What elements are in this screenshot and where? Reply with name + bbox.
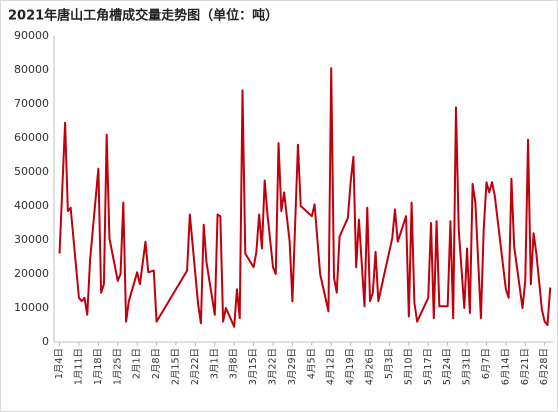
y-tick-label: 40000 (14, 199, 49, 212)
y-tick-label: 90000 (14, 29, 49, 42)
x-tick-label: 4月19日 (345, 348, 356, 385)
x-tick-label: 1月25日 (112, 348, 123, 385)
x-tick-label: 5月10日 (403, 348, 414, 385)
x-tick-label: 5月24日 (442, 348, 453, 385)
x-tick-label: 6月21日 (520, 348, 531, 385)
y-tick-label: 70000 (14, 97, 49, 110)
y-tick-label: 10000 (14, 301, 49, 314)
x-tick-label: 5月31日 (462, 348, 473, 385)
x-tick-label: 1月4日 (54, 348, 65, 379)
y-tick-label: 20000 (14, 267, 49, 280)
x-tick-label: 4月12日 (326, 348, 337, 385)
x-tick-label: 2月22日 (190, 348, 201, 385)
x-tick-label: 3月22日 (268, 348, 279, 385)
data-line (58, 67, 552, 328)
y-tick-label: 60000 (14, 131, 49, 144)
y-tick-label: 50000 (14, 165, 49, 178)
y-tick-label: 0 (42, 335, 49, 348)
x-tick-label: 2月8日 (151, 348, 162, 379)
x-tick-label: 6月7日 (481, 348, 492, 379)
x-tick-label: 6月28日 (539, 348, 550, 385)
x-tick-label: 1月18日 (93, 348, 104, 385)
x-tick-label: 3月29日 (287, 348, 298, 385)
x-tick-label: 1月11日 (73, 348, 84, 385)
x-tick-label: 4月5日 (306, 348, 317, 379)
x-tick-label: 2月15日 (170, 348, 181, 385)
x-tick-label: 4月26日 (365, 348, 376, 385)
x-tick-label: 3月8日 (229, 348, 240, 379)
y-tick-label: 30000 (14, 233, 49, 246)
chart-title: 2021年唐山工角槽成交量走势图（单位：吨） (8, 8, 278, 24)
y-tick-label: 80000 (14, 63, 49, 76)
x-tick-label: 5月3日 (384, 348, 395, 379)
x-tick-label: 6月14日 (500, 348, 511, 385)
x-tick-label: 3月1日 (209, 348, 220, 379)
x-tick-label: 5月17日 (423, 348, 434, 385)
x-tick-label: 2月1日 (132, 348, 143, 379)
x-tick-label: 3月15日 (248, 348, 259, 385)
